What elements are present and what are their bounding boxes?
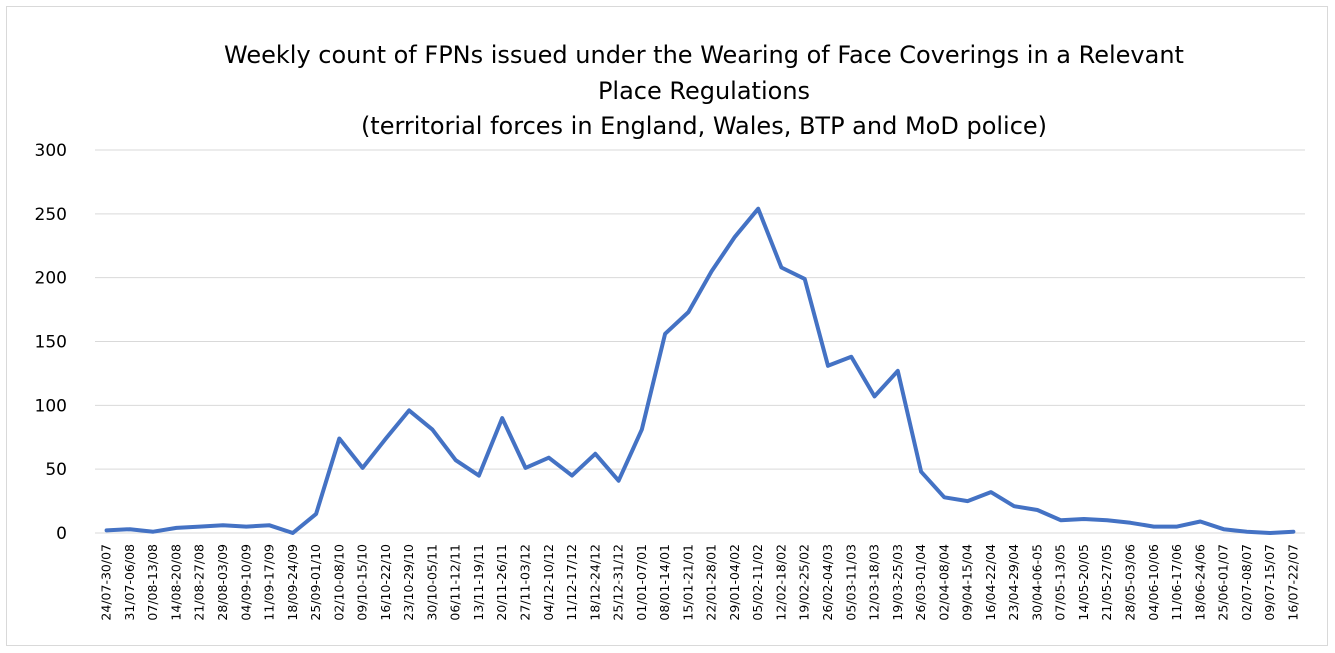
x-tick-label: 19/02-25/02 <box>797 544 812 621</box>
x-tick-label: 01/01-07/01 <box>634 544 649 621</box>
y-tick-label: 0 <box>56 524 67 544</box>
x-tick-label: 07/08-13/08 <box>145 544 160 621</box>
x-tick-label: 19/03-25/03 <box>890 544 905 621</box>
x-tick-label: 30/04-06-05 <box>1029 544 1044 621</box>
x-tick-label: 28/08-03/09 <box>215 544 230 621</box>
x-tick-label: 09/04-15/04 <box>960 544 975 621</box>
x-tick-label: 23/10-29/10 <box>401 544 416 621</box>
line-chart: Weekly count of FPNs issued under the We… <box>35 41 1305 621</box>
x-tick-label: 23/04-29/04 <box>1006 544 1021 621</box>
x-tick-label: 30/10-05/11 <box>424 544 439 621</box>
x-tick-label: 29/01-04/02 <box>727 544 742 621</box>
x-tick-label: 27/11-03/12 <box>517 544 532 621</box>
x-tick-label: 26/03-01/04 <box>913 544 928 621</box>
y-tick-label: 50 <box>45 460 67 480</box>
x-tick-label: 18/09-24/09 <box>285 544 300 621</box>
x-tick-label: 15/01-21/01 <box>680 544 695 621</box>
x-tick-label: 16/04-22/04 <box>983 544 998 621</box>
x-tick-label: 07/05-13/05 <box>1053 544 1068 621</box>
x-tick-label: 21/05-27/05 <box>1099 544 1114 621</box>
x-tick-label: 14/08-20/08 <box>168 544 183 621</box>
y-tick-label: 150 <box>35 333 67 353</box>
x-tick-label: 09/07-15/07 <box>1262 544 1277 621</box>
x-tick-label: 13/11-19/11 <box>471 544 486 621</box>
x-tick-label: 04/06-10/06 <box>1146 544 1161 621</box>
x-tick-label: 09/10-15/10 <box>355 544 370 621</box>
x-tick-label: 02/04-08/04 <box>936 544 951 621</box>
x-tick-label: 22/01-28/01 <box>704 544 719 621</box>
chart-title-line-3: (territorial forces in England, Wales, B… <box>361 112 1047 140</box>
x-tick-label: 28/05-03/06 <box>1122 544 1137 621</box>
x-tick-label: 04/12-10/12 <box>541 544 556 621</box>
x-tick-label: 12/03-18/03 <box>867 544 882 621</box>
x-tick-label: 11/12-17/12 <box>564 544 579 621</box>
x-tick-label: 05/02-11/02 <box>750 544 765 621</box>
x-tick-label: 08/01-14/01 <box>657 544 672 621</box>
chart-title: Weekly count of FPNs issued under the We… <box>224 41 1184 140</box>
y-tick-label: 300 <box>35 141 67 161</box>
gridlines <box>95 149 1305 534</box>
y-tick-label: 250 <box>35 205 67 225</box>
x-tick-label: 14/05-20/05 <box>1076 544 1091 621</box>
x-tick-label: 02/10-08/10 <box>331 544 346 621</box>
y-tick-label: 200 <box>35 269 67 289</box>
x-axis-tick-labels: 24/07-30/07 31/07-06/08 07/08-13/08 14/08-2… <box>99 544 1301 621</box>
chart-frame: Weekly count of FPNs issued under the We… <box>6 6 1328 646</box>
chart-title-line-2: Place Regulations <box>598 77 810 105</box>
x-tick-label: 24/07-30/07 <box>99 544 114 621</box>
x-tick-label: 06/11-12/11 <box>448 544 463 621</box>
x-tick-label: 26/02-04/03 <box>820 544 835 621</box>
x-tick-label: 11/09-17/09 <box>262 544 277 621</box>
x-tick-label: 11/06-17/06 <box>1169 544 1184 621</box>
x-tick-label: 04/09-10/09 <box>238 544 253 621</box>
x-tick-label: 25/09-01/10 <box>308 544 323 621</box>
x-tick-label: 16/07-22/07 <box>1285 544 1300 621</box>
x-tick-label: 18/12-24/12 <box>587 544 602 621</box>
y-axis-tick-labels: 0 50 100 150 200 250 300 <box>35 141 67 544</box>
x-tick-label: 05/03-11/03 <box>843 544 858 621</box>
x-tick-label: 21/08-27/08 <box>192 544 207 621</box>
chart-title-line-1: Weekly count of FPNs issued under the We… <box>224 41 1184 69</box>
x-tick-label: 18/06-24/06 <box>1192 544 1207 621</box>
series-line <box>104 206 1296 535</box>
x-tick-label: 20/11-26/11 <box>494 544 509 621</box>
x-tick-label: 25/06-01/07 <box>1216 544 1231 621</box>
x-tick-label: 25/12-31/12 <box>611 544 626 621</box>
x-tick-label: 02/07-08/07 <box>1239 544 1254 621</box>
x-tick-label: 12/02-18/02 <box>773 544 788 621</box>
x-tick-label: 16/10-22/10 <box>378 544 393 621</box>
x-tick-label: 31/07-06/08 <box>122 544 137 621</box>
y-tick-label: 100 <box>35 396 67 416</box>
